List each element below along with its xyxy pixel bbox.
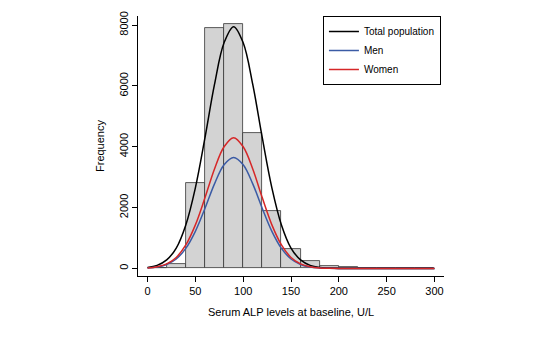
svg-text:Serum ALP levels at baseline,: Serum ALP levels at baseline, U/L (208, 306, 374, 318)
svg-text:Men: Men (364, 45, 383, 56)
svg-text:50: 50 (189, 285, 201, 297)
svg-text:0: 0 (144, 285, 150, 297)
svg-text:300: 300 (425, 285, 443, 297)
svg-text:8000: 8000 (118, 11, 130, 35)
svg-text:200: 200 (330, 285, 348, 297)
svg-text:0: 0 (118, 264, 130, 270)
svg-text:250: 250 (377, 285, 395, 297)
svg-text:150: 150 (282, 285, 300, 297)
svg-text:2000: 2000 (118, 194, 130, 218)
svg-text:Total population: Total population (364, 26, 434, 37)
svg-text:Women: Women (364, 64, 398, 75)
svg-text:4000: 4000 (118, 133, 130, 157)
svg-text:6000: 6000 (118, 72, 130, 96)
svg-text:100: 100 (234, 285, 252, 297)
svg-text:Frequency: Frequency (94, 120, 106, 172)
